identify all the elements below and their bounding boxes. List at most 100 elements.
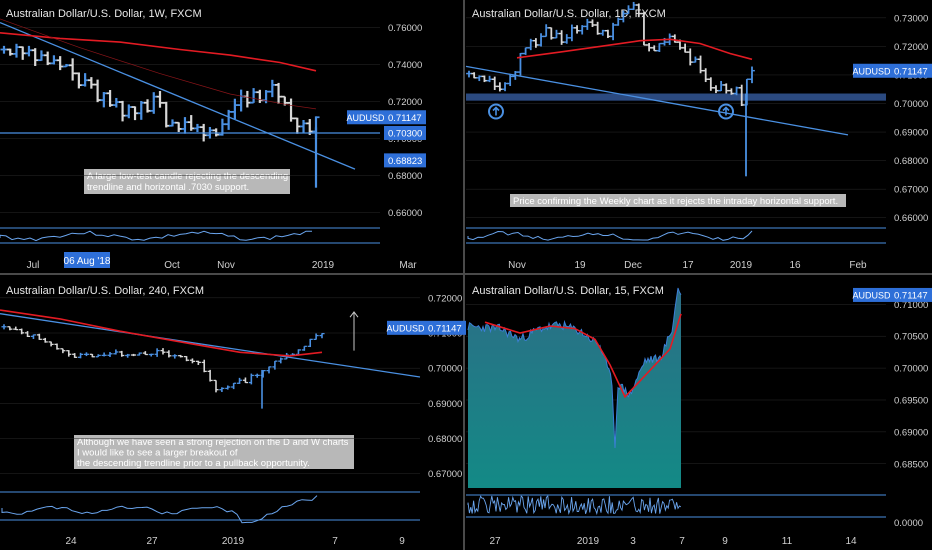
h4-x-axis: 24 27 2019 7 9: [65, 536, 405, 547]
price-tag: [384, 110, 426, 125]
y-tick-label: 0.68000: [428, 434, 462, 445]
symbol-tag: [347, 110, 384, 125]
y-tick-label: 0.67000: [428, 469, 462, 480]
x-tick-label: 2019: [730, 260, 753, 271]
x-tick-label: 27: [489, 536, 501, 547]
y-tick-label: 0.70500: [894, 332, 928, 343]
moving-average: [0, 32, 317, 72]
y-tick-label: 0.70000: [894, 364, 928, 375]
up-arrow-icon: [718, 103, 734, 120]
arrow-head: [349, 311, 359, 318]
x-tick-label: 2019: [312, 260, 335, 271]
x-tick-label: 27: [146, 536, 158, 547]
weekly-x-axis: Jul 06 Aug '18 Oct Nov 2019 Mar: [27, 252, 417, 271]
oscillator-line: [467, 495, 682, 516]
m15-chart-title: Australian Dollar/U.S. Dollar, 15, FXCM: [472, 285, 664, 297]
x-tick-label: Mar: [399, 260, 417, 271]
symbol-tag-label: AUDUSD: [852, 66, 891, 76]
annotation-line: I would like to see a larger breakout of: [77, 448, 238, 459]
svg-text:Although we have seen a strong: Although we have seen a strong rejection…: [77, 437, 351, 469]
annotation-line: the descending trendline prior to a pull…: [77, 458, 310, 469]
support-zone: [466, 93, 886, 101]
y-tick-label: 0.67000: [894, 185, 928, 196]
symbol-tag-label: AUDUSD: [852, 290, 891, 300]
y-tick-label: 0.70000: [428, 364, 462, 375]
x-tick-label: 24: [65, 536, 77, 547]
moving-average: [484, 313, 682, 399]
y-tick-label: 0.66000: [894, 213, 928, 224]
x-tick-label: Oct: [164, 260, 180, 271]
price-tag-value: 0.71147: [894, 66, 928, 77]
x-tick-label: 14: [845, 536, 857, 547]
y-tick-label: 0.66000: [388, 208, 422, 219]
descending-trendline: [0, 21, 356, 170]
osc-tick-label: 0.0000: [894, 518, 923, 529]
x-tick-label: Jul: [27, 260, 40, 271]
y-tick-label: 0.72000: [428, 293, 462, 304]
y-tick-label: 0.70000: [894, 99, 928, 110]
y-tick-label: 0.76000: [388, 23, 422, 34]
price-tag-value: 0.71147: [428, 323, 462, 334]
x-tick-label: 17: [682, 260, 694, 271]
symbol-tag: [853, 63, 890, 78]
x-tick-label: 9: [722, 536, 728, 547]
y-tick-label: 0.69500: [894, 395, 928, 406]
daily-annotation: Price confirming the Weekly chart as it …: [510, 194, 846, 207]
annotation-line: trendline and horizontal .7030 support.: [87, 182, 249, 193]
price-tag-value: 0.71147: [388, 113, 422, 124]
price-tag: [384, 153, 426, 168]
symbol-tag: [853, 287, 890, 302]
x-tick-label: 7: [332, 536, 338, 547]
y-tick-label: 0.72000: [894, 42, 928, 53]
up-arrow-icon: [722, 106, 730, 116]
weekly-annotation: A large low-test candle rejecting the de…: [84, 169, 291, 194]
moving-average: [0, 309, 323, 357]
oscillator-line: [1, 495, 318, 524]
m15-x-axis: 27 2019 3 7 9 11 14: [489, 536, 857, 547]
x-tick-label: Nov: [508, 260, 526, 271]
y-tick-label: 0.69000: [428, 399, 462, 410]
price-tag: [384, 125, 426, 140]
oscillator-line: [467, 230, 753, 241]
oscillator-line: [0, 230, 313, 242]
symbol-tag-label: AUDUSD: [386, 323, 425, 333]
y-tick-label: 0.69000: [894, 128, 928, 139]
price-tag: [424, 320, 466, 335]
price-tag: [890, 287, 932, 302]
x-highlight-label: 06 Aug '18: [64, 256, 111, 267]
price-tag-value: 0.70300: [388, 128, 422, 139]
x-tick-label: 3: [630, 536, 636, 547]
x-tick-label: 2019: [222, 536, 245, 547]
x-tick-label: Feb: [849, 260, 867, 271]
x-tick-label: Dec: [624, 260, 642, 271]
price-tag-value: 0.68823: [388, 156, 422, 167]
price-line: [467, 287, 682, 449]
moving-average: [516, 38, 753, 61]
annotation-line: A large low-test candle rejecting the de…: [87, 171, 288, 182]
descending-trendline: [0, 313, 421, 378]
x-tick-label: 11: [782, 536, 793, 547]
price-bars-0: [0, 43, 320, 142]
x-tick-label: 16: [789, 260, 801, 271]
x-tick-label: Nov: [217, 260, 235, 271]
y-tick-label: 0.74000: [388, 60, 422, 71]
x-tick-label: 2019: [577, 536, 600, 547]
daily-chart-title: Australian Dollar/U.S. Dollar, 1D, FXCM: [472, 8, 666, 20]
h4-annotation: Although we have seen a strong rejection…: [74, 435, 354, 469]
x-highlight-tag: [64, 252, 110, 268]
x-tick-label: 19: [574, 260, 586, 271]
annotation-text: Price confirming the Weekly chart as it …: [513, 196, 838, 207]
price-tag-value: 0.71147: [894, 290, 928, 301]
y-tick-label: 0.72000: [388, 97, 422, 108]
weekly-chart-title: Australian Dollar/U.S. Dollar, 1W, FXCM: [6, 8, 202, 20]
x-tick-label: 7: [679, 536, 685, 547]
up-arrow-icon: [492, 106, 500, 116]
svg-text:A large low-test candle reject: A large low-test candle rejecting the de…: [87, 171, 291, 193]
symbol-tag: [387, 320, 424, 335]
y-tick-label: 0.71000: [894, 300, 928, 311]
daily-x-axis: Nov 19 Dec 17 2019 16 Feb: [508, 260, 867, 271]
y-tick-label: 0.69000: [894, 427, 928, 438]
y-tick-label: 0.68000: [894, 156, 928, 167]
y-tick-label: 0.68000: [388, 171, 422, 182]
